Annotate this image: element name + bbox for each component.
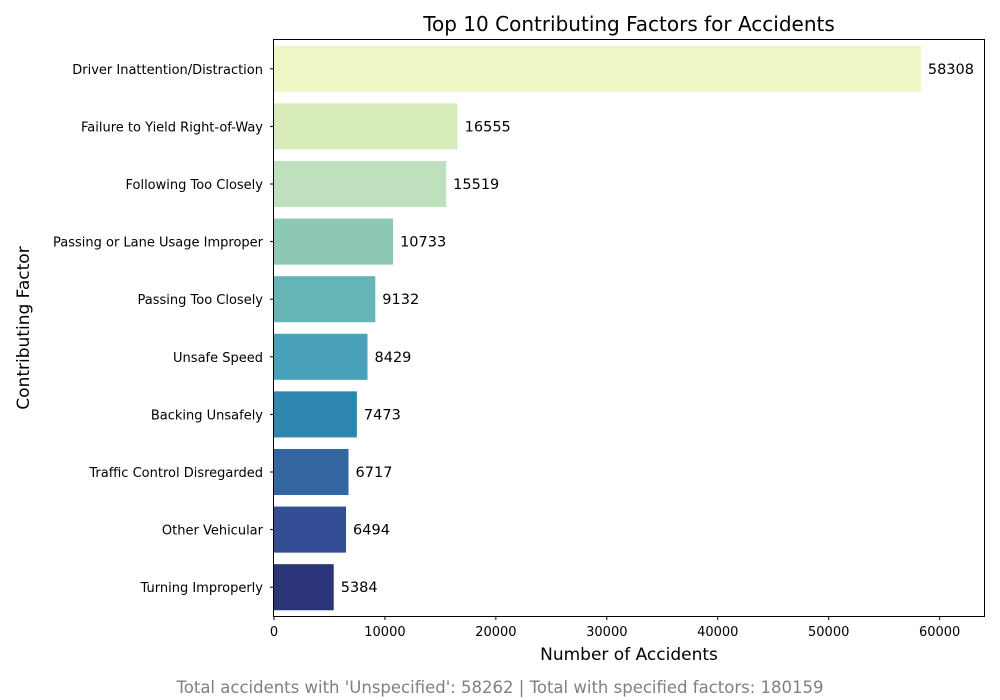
footnote: Total accidents with 'Unspecified': 5826… [175,678,823,697]
data-label: 16555 [465,119,511,135]
bar [274,448,349,496]
y-tick-label: Traffic Control Disregarded [88,466,263,481]
value-labels: 58308 16555 15519 10733 9132 8429 7473 6717 6494… [341,62,974,596]
y-tick-label: Turning Improperly [140,581,264,596]
y-tick-label: Backing Unsafely [151,408,263,423]
y-tick-labels: Driver Inattention/Distraction Failure to… [53,63,274,596]
data-label: 8429 [375,350,412,366]
bar [274,218,394,265]
bar [274,391,357,438]
y-tick-label: Failure to Yield Right-of-Way [81,120,263,135]
bar [274,103,458,150]
data-label: 6494 [353,523,390,539]
x-tick-label: 10000 [364,625,405,640]
data-label: 58308 [928,62,974,78]
chart-title: Top 10 Contributing Factors for Accident… [422,12,835,36]
bar [274,564,334,611]
x-tick-label: 60000 [919,625,960,640]
y-tick-label: Following Too Closely [125,178,263,193]
data-label: 6717 [356,465,393,481]
y-tick-label: Passing Too Closely [138,293,264,308]
bar [274,333,368,380]
data-label: 15519 [453,177,499,193]
bar [274,276,376,323]
data-label: 7473 [364,407,401,423]
bar [274,45,921,92]
plot-frame [273,39,985,617]
y-tick-label: Unsafe Speed [173,351,263,366]
x-tick-label: 0 [270,625,278,640]
y-tick-label: Passing or Lane Usage Improper [53,236,264,251]
data-label: 10733 [400,235,446,251]
x-axis-label: Number of Accidents [540,645,718,665]
y-tick-label: Driver Inattention/Distraction [72,63,263,78]
bars-group [274,45,921,611]
x-axis-ticks: 0 10000 20000 30000 40000 50000 60000 [270,616,960,640]
bar [274,160,447,208]
y-tick-label: Other Vehicular [162,524,264,539]
bar [274,506,347,553]
y-axis-label: Contributing Factor [14,246,34,409]
x-tick-label: 30000 [586,625,627,640]
x-tick-label: 20000 [475,625,516,640]
data-label: 9132 [382,292,419,308]
data-label: 5384 [341,580,378,596]
x-tick-label: 50000 [808,625,849,640]
x-tick-label: 40000 [697,625,738,640]
